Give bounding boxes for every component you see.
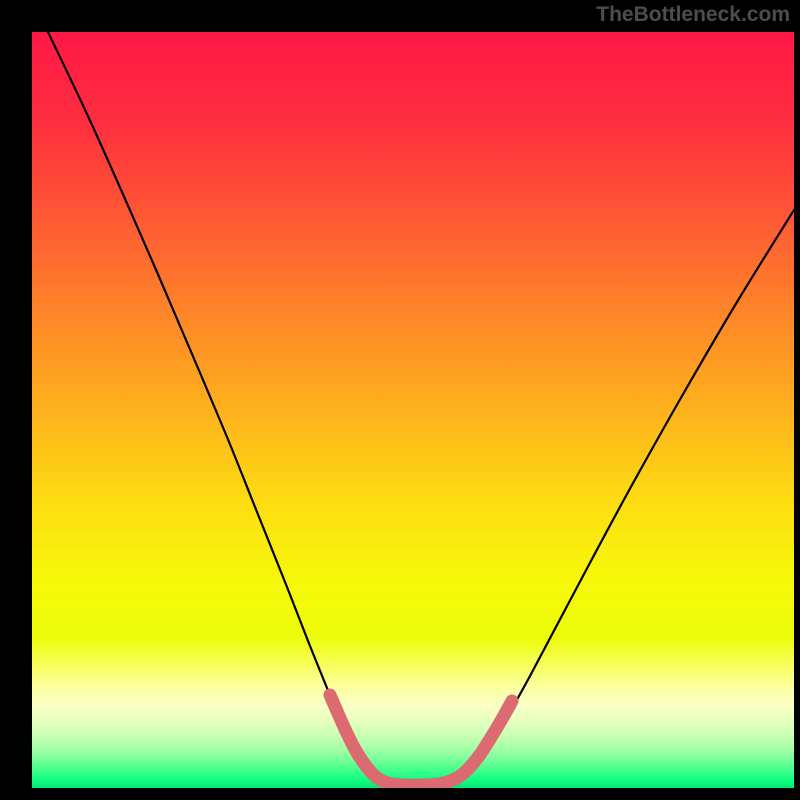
main-curve [48, 32, 794, 787]
chart-container: { "watermark": { "text": "TheBottleneck.… [0, 0, 800, 800]
highlight-segment [330, 695, 512, 785]
plot-area [32, 32, 794, 788]
curve-layer [32, 32, 794, 788]
watermark-text: TheBottleneck.com [596, 3, 790, 27]
